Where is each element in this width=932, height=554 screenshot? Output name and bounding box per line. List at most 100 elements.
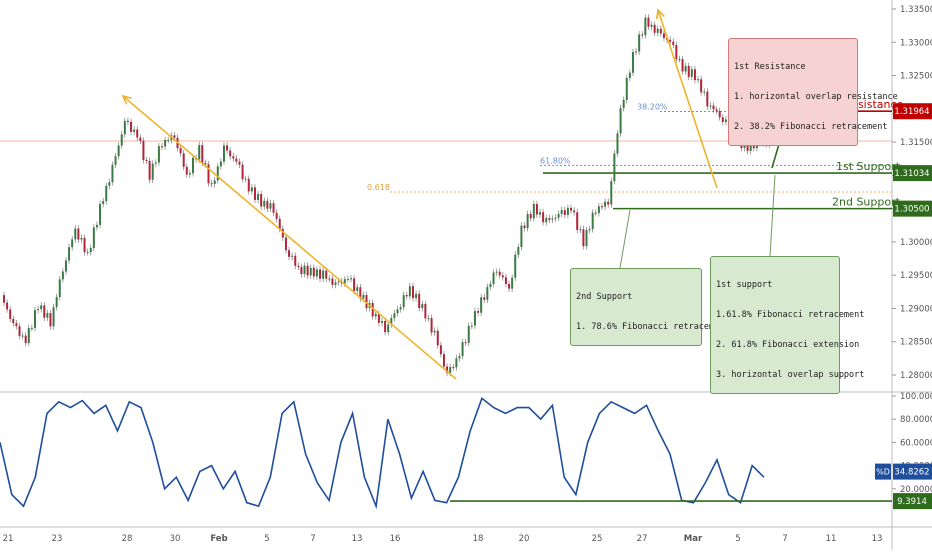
candle-body <box>415 293 418 299</box>
candle-body <box>625 77 628 100</box>
candle-body <box>244 178 247 180</box>
candle-body <box>15 323 18 327</box>
candle-body <box>247 178 250 192</box>
candle-body <box>105 185 108 202</box>
candle-body <box>715 109 718 111</box>
candle-body <box>114 156 117 165</box>
candle-body <box>566 207 569 215</box>
candle-body <box>157 146 160 163</box>
time-tick-label: 7 <box>782 534 787 544</box>
candle-body <box>638 34 641 52</box>
candle-body <box>334 282 337 285</box>
candle-body <box>557 213 560 218</box>
candle-body <box>486 287 489 300</box>
candle-body <box>712 105 715 110</box>
fib-label: 0.618 <box>367 183 390 192</box>
candle-body <box>560 210 563 214</box>
oscillator-support-box <box>893 493 932 510</box>
candle-body <box>77 228 80 240</box>
candle-body <box>102 201 105 205</box>
candle-body <box>303 265 306 275</box>
candle-body <box>427 318 430 320</box>
candle-body <box>446 366 449 373</box>
candle-body <box>64 260 67 272</box>
callout-support1-line-3: 2. 61.8% Fibonacci extension <box>716 340 860 350</box>
price-tick-label: 1.28000 <box>900 371 932 381</box>
candle-body <box>253 187 256 200</box>
price-tick-label: 1.29500 <box>900 271 932 281</box>
candle-body <box>33 310 36 328</box>
candle-body <box>83 237 86 253</box>
candle-body <box>693 69 696 81</box>
trend-arrow-down-1-head <box>121 94 132 105</box>
price-tick-label: 1.29000 <box>900 304 932 314</box>
oscillator-value-box <box>893 463 932 480</box>
candle-body <box>548 217 551 220</box>
candle-body <box>393 313 396 319</box>
callout-support1-line-1: 1st support <box>716 280 773 290</box>
candle-body <box>455 358 458 368</box>
candle-body <box>582 229 585 247</box>
candle-body <box>188 173 191 175</box>
candle-body <box>111 164 114 183</box>
candles <box>3 14 771 377</box>
time-tick-label: 5 <box>735 534 740 544</box>
candle-body <box>718 110 721 118</box>
candle-body <box>684 65 687 72</box>
candle-body <box>656 28 659 33</box>
candle-body <box>604 201 607 207</box>
candle-body <box>86 252 89 254</box>
fib-label: 61.80% <box>540 156 571 165</box>
candle-body <box>18 326 21 336</box>
candle-body <box>71 239 74 248</box>
candle-body <box>161 146 164 148</box>
candle-body <box>151 163 154 180</box>
candle-body <box>570 207 572 211</box>
first-support-value: 1.31034 <box>894 169 929 179</box>
candle-body <box>526 213 529 229</box>
candle-body <box>647 17 650 27</box>
candle-body <box>436 330 439 346</box>
candle-body <box>576 212 579 230</box>
candle-body <box>229 150 232 157</box>
time-tick-label: 28 <box>122 534 133 544</box>
time-tick-label: Feb <box>210 534 227 544</box>
candle-body <box>489 283 492 288</box>
candle-body <box>672 41 675 45</box>
candle-body <box>613 153 616 182</box>
candle-body <box>139 137 142 141</box>
candle-body <box>278 218 281 229</box>
candle-body <box>675 44 678 60</box>
second-support-value: 1.30500 <box>894 205 929 215</box>
candle-body <box>43 305 46 318</box>
major-resistance-value: 1.31964 <box>894 107 929 117</box>
candle-body <box>272 203 275 213</box>
candle-body <box>80 237 83 240</box>
time-tick-label: 20 <box>519 534 530 544</box>
candle-body <box>312 267 315 277</box>
time-tick-label: 13 <box>352 534 363 544</box>
candle-body <box>411 286 414 299</box>
candle-body <box>523 225 526 229</box>
candle-body <box>319 269 322 279</box>
candle-body <box>452 367 455 369</box>
candle-body <box>508 284 511 289</box>
time-tick-label: 25 <box>592 534 603 544</box>
oscillator-tick-label: 20.0000 <box>900 485 932 495</box>
price-tick-label: 1.31500 <box>900 138 932 148</box>
candle-body <box>30 327 33 329</box>
candle-body <box>3 295 5 303</box>
candle-body <box>662 33 665 38</box>
candle-body <box>631 52 634 73</box>
time-tick-label: 7 <box>310 534 315 544</box>
candle-body <box>142 140 145 161</box>
candle-body <box>721 117 724 122</box>
candle-body <box>477 311 480 313</box>
candle-body <box>281 228 284 238</box>
candle-body <box>430 318 433 333</box>
candle-body <box>21 335 24 337</box>
candle-body <box>250 187 253 192</box>
candle-body <box>179 148 182 154</box>
candle-body <box>89 248 92 253</box>
candle-body <box>12 318 15 324</box>
